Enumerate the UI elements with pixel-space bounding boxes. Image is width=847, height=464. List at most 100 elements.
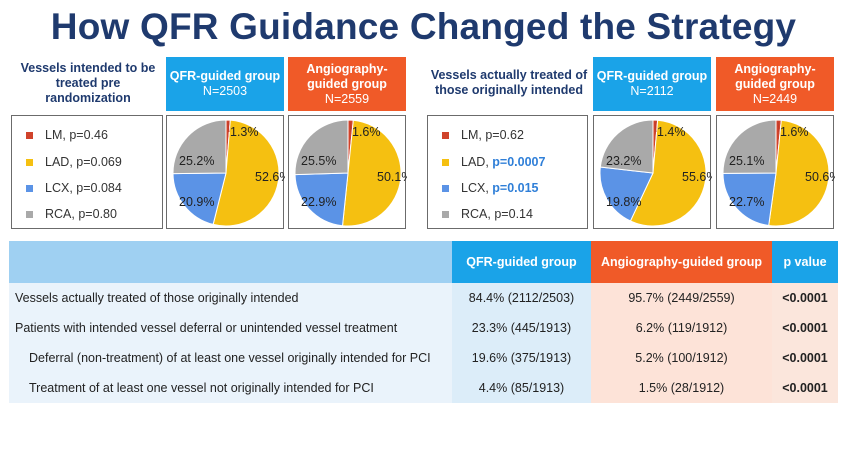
pie-right-angio-svg: 1.6% 50.6% 22.7% 25.1% (722, 119, 835, 227)
pie-label-lm: 1.3% (230, 125, 259, 139)
pie-slice-lcx (172, 172, 227, 226)
left-qfr-header: QFR-guided group N=2503 (166, 57, 284, 111)
pie-slice-rca (599, 119, 654, 174)
right-legend-lad-p: p=0.0007 (492, 155, 546, 169)
page-title: How QFR Guidance Changed the Strategy (50, 6, 797, 47)
left-panel-label-text: Vessels intended to be treated pre rando… (20, 60, 156, 105)
table-header-pvalue: p value (772, 241, 838, 283)
right-qfr-header-n: N=2112 (630, 84, 674, 98)
pie-label-lm: 1.4% (657, 125, 686, 139)
pie-lm-leader-line (227, 121, 230, 133)
table-cell-qfr: 23.3% (445/1913) (452, 313, 591, 343)
left-legend-lm-label: LM (45, 128, 63, 142)
right-legend-lm: LM, p=0.62 (442, 128, 524, 142)
left-qfr-header-n: N=2503 (202, 84, 248, 98)
right-panel-label-text: Vessels actually treated of those origin… (430, 68, 588, 97)
table-cell-angio: 5.2% (100/1912) (591, 343, 772, 373)
pie-left-angio: 1.6% 50.1% 22.9% 25.5% (288, 115, 407, 229)
rca-swatch (26, 210, 33, 218)
tct-logo-text: TCT (12, 421, 55, 446)
table-cell-pvalue: <0.0001 (772, 373, 838, 403)
pie-label-lm: 1.6% (352, 125, 381, 139)
table-header-blank (9, 241, 452, 283)
pie-left-qfr: 1.3% 52.6% 20.9% 25.2% (166, 115, 285, 229)
pie-label-rca: 23.2% (606, 154, 641, 168)
pie-label-lcx: 22.9% (301, 195, 336, 209)
right-angio-header-n: N=2449 (752, 91, 798, 106)
table-row: Deferral (non-treatment) of at least one… (9, 343, 838, 373)
table-header-row: QFR-guided group Angiography-guided grou… (9, 241, 838, 283)
table-cell-label: Treatment of at least one vessel not ori… (29, 381, 374, 395)
right-qfr-header: QFR-guided group N=2112 (593, 57, 711, 111)
pie-label-lcx: 19.8% (606, 195, 641, 209)
table-row: Treatment of at least one vessel not ori… (9, 373, 838, 403)
left-legend-rca-label: RCA (45, 207, 72, 221)
table-cell-qfr: 4.4% (85/1913) (452, 373, 591, 403)
table-cell-pvalue: <0.0001 (772, 343, 838, 373)
lm-swatch (442, 131, 449, 139)
right-legend-lcx-label: LCX (461, 181, 486, 195)
pie-left-angio-svg: 1.6% 50.1% 22.9% 25.5% (294, 119, 407, 227)
pie-label-lad: 55.6% (682, 170, 712, 184)
table-cell-angio: 95.7% (2449/2559) (591, 283, 772, 313)
pie-label-rca: 25.5% (301, 154, 336, 168)
tct-logo: CRF TCT (12, 413, 55, 445)
pie-slice-lcx (294, 172, 349, 227)
left-legend-rca-p: p=0.80 (78, 207, 117, 221)
table-cell-angio: 6.2% (119/1912) (591, 313, 772, 343)
lm-swatch (26, 131, 33, 139)
lad-swatch (26, 158, 33, 166)
crf-logo-text: CRF (12, 413, 32, 423)
favor-logo: FAVOR Series of QFR Studies (746, 423, 829, 453)
pie-slice-lad (768, 119, 830, 227)
left-legend: LM, p=0.46 LAD, p=0.069 LCX, p=0.084 RCA… (11, 115, 163, 229)
right-legend-rca: RCA, p=0.14 (442, 207, 533, 221)
table-row: Vessels actually treated of those origin… (9, 283, 838, 313)
right-qfr-header-name: QFR-guided group (596, 69, 708, 83)
right-legend-lm-p: p=0.62 (485, 128, 524, 142)
left-legend-lm-p: p=0.46 (69, 128, 108, 142)
pie-slice-lcx (599, 166, 654, 222)
pie-label-lad: 50.1% (377, 170, 407, 184)
right-legend-lcx-p: p=0.015 (492, 181, 539, 195)
table-header-angio: Angiography-guided group (591, 241, 772, 283)
table-header-qfr: QFR-guided group (452, 241, 591, 283)
pie-left-qfr-svg: 1.3% 52.6% 20.9% 25.2% (172, 119, 285, 227)
pie-lm-leader-line (654, 121, 657, 133)
right-angio-header: Angiography-guided group N=2449 (716, 57, 834, 111)
table-cell-label: Deferral (non-treatment) of at least one… (29, 351, 431, 365)
pie-slice-lad (341, 119, 402, 227)
pie-label-lm: 1.6% (780, 125, 809, 139)
left-legend-rca: RCA, p=0.80 (26, 207, 117, 221)
left-angio-header-name: Angiography-guided group (306, 61, 388, 91)
pie-slice-rca (172, 119, 227, 175)
lad-swatch (442, 158, 449, 166)
right-legend-lad: LAD, p=0.0007 (442, 155, 545, 169)
favor-logo-text: FAVOR (746, 421, 829, 447)
left-panel-label: Vessels intended to be treated pre rando… (14, 57, 162, 109)
right-legend-rca-label: RCA (461, 207, 488, 221)
right-legend-lm-label: LM (461, 128, 479, 142)
left-legend-lad-p: p=0.069 (76, 155, 122, 169)
pie-label-rca: 25.1% (729, 154, 764, 168)
lcx-swatch (442, 184, 449, 192)
left-legend-lcx-p: p=0.084 (76, 181, 122, 195)
pie-label-lad: 50.6% (805, 170, 835, 184)
pie-slice-rca (294, 119, 349, 176)
favor-logo-subtitle: Series of QFR Studies (752, 445, 823, 452)
pie-right-qfr-svg: 1.4% 55.6% 19.8% 23.2% (599, 119, 712, 227)
table-cell-label: Patients with intended vessel deferral o… (15, 321, 398, 335)
pie-slice-lad (629, 119, 707, 227)
pie-slice-lad (212, 119, 280, 227)
left-legend-lcx-label: LCX (45, 181, 70, 195)
left-legend-lad: LAD, p=0.069 (26, 155, 122, 169)
pie-label-lad: 52.6% (255, 170, 285, 184)
left-legend-lm: LM, p=0.46 (26, 128, 108, 142)
table-cell-pvalue: <0.0001 (772, 283, 838, 313)
right-legend: LM, p=0.62 LAD, p=0.0007 LCX, p=0.015 RC… (427, 115, 588, 229)
right-legend-lcx: LCX, p=0.015 (442, 181, 539, 195)
table-row: Patients with intended vessel deferral o… (9, 313, 838, 343)
pie-label-lcx: 20.9% (179, 195, 214, 209)
left-angio-header-n: N=2559 (324, 91, 370, 106)
pie-slice-lcx (722, 172, 777, 227)
